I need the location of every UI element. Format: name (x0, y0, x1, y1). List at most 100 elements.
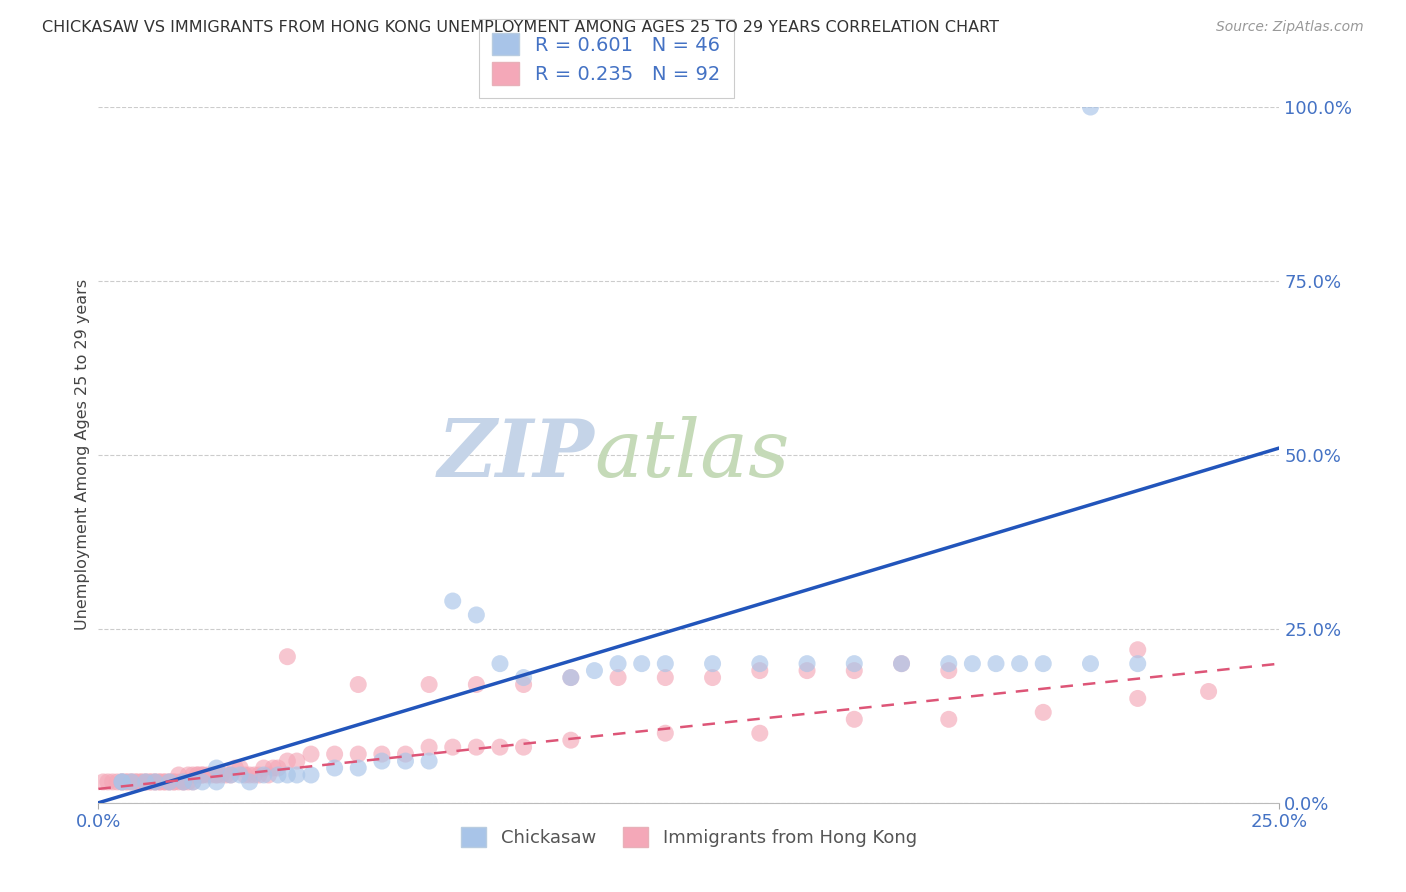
Point (191, 768, 214, 782)
Point (239, 768, 262, 782)
Point (654, 726, 676, 740)
Point (323, 747, 346, 761)
Point (560, 733, 582, 747)
Point (285, 768, 308, 782)
Point (135, 775, 157, 789)
Point (97, 775, 120, 789)
Point (121, 775, 143, 789)
Point (267, 768, 290, 782)
Point (101, 775, 124, 789)
Point (844, 664, 866, 678)
Point (143, 775, 166, 789)
Text: Source: ZipAtlas.com: Source: ZipAtlas.com (1216, 20, 1364, 34)
Point (938, 664, 960, 678)
Point (560, 671, 582, 685)
Point (1080, 657, 1102, 671)
Point (243, 768, 266, 782)
Point (219, 768, 242, 782)
Point (105, 775, 128, 789)
Point (129, 775, 152, 789)
Point (181, 775, 204, 789)
Point (111, 775, 134, 789)
Point (233, 768, 256, 782)
Point (347, 677, 370, 691)
Point (371, 747, 394, 761)
Point (111, 775, 134, 789)
Point (115, 775, 138, 789)
Point (267, 761, 290, 775)
Point (418, 754, 440, 768)
Point (125, 775, 148, 789)
Point (748, 657, 770, 671)
Point (465, 740, 488, 755)
Y-axis label: Unemployment Among Ages 25 to 29 years: Unemployment Among Ages 25 to 29 years (75, 279, 90, 631)
Point (205, 761, 228, 775)
Point (276, 649, 298, 664)
Point (394, 754, 416, 768)
Point (962, 657, 984, 671)
Point (167, 768, 190, 782)
Point (205, 768, 228, 782)
Point (1008, 657, 1031, 671)
Point (347, 761, 370, 775)
Point (285, 754, 308, 768)
Point (91, 775, 114, 789)
Point (172, 775, 194, 789)
Text: ZIP: ZIP (437, 417, 595, 493)
Point (201, 768, 224, 782)
Point (1126, 691, 1149, 706)
Point (143, 775, 166, 789)
Point (583, 664, 606, 678)
Point (139, 775, 162, 789)
Point (224, 761, 246, 775)
Point (143, 775, 166, 789)
Point (125, 775, 148, 789)
Point (702, 671, 724, 685)
Point (163, 775, 186, 789)
Point (253, 768, 276, 782)
Point (1080, 100, 1102, 114)
Text: CHICKASAW VS IMMIGRANTS FROM HONG KONG UNEMPLOYMENT AMONG AGES 25 TO 29 YEARS CO: CHICKASAW VS IMMIGRANTS FROM HONG KONG U… (42, 20, 1000, 35)
Point (149, 775, 172, 789)
Point (177, 768, 200, 782)
Point (153, 775, 176, 789)
Point (347, 747, 370, 761)
Point (1032, 657, 1054, 671)
Point (276, 754, 298, 768)
Point (121, 775, 143, 789)
Point (172, 775, 194, 789)
Point (167, 775, 190, 789)
Point (157, 775, 180, 789)
Point (299, 768, 322, 782)
Point (844, 712, 866, 726)
Point (181, 768, 204, 782)
Point (512, 671, 534, 685)
Point (890, 657, 912, 671)
Point (215, 768, 238, 782)
Point (157, 775, 180, 789)
Point (253, 761, 276, 775)
Point (229, 768, 252, 782)
Point (121, 775, 143, 789)
Point (654, 657, 676, 671)
Legend: Chickasaw, Immigrants from Hong Kong: Chickasaw, Immigrants from Hong Kong (451, 817, 927, 856)
Point (938, 657, 960, 671)
Point (512, 740, 534, 755)
Point (489, 740, 512, 755)
Point (181, 775, 204, 789)
Point (748, 664, 770, 678)
Point (149, 775, 172, 789)
Point (465, 677, 488, 691)
Point (115, 775, 138, 789)
Point (177, 775, 200, 789)
Point (984, 657, 1007, 671)
Point (219, 768, 242, 782)
Point (371, 754, 394, 768)
Point (187, 768, 209, 782)
Point (139, 775, 162, 789)
Point (796, 657, 818, 671)
Point (844, 657, 866, 671)
Point (654, 671, 676, 685)
Point (135, 775, 157, 789)
Point (512, 677, 534, 691)
